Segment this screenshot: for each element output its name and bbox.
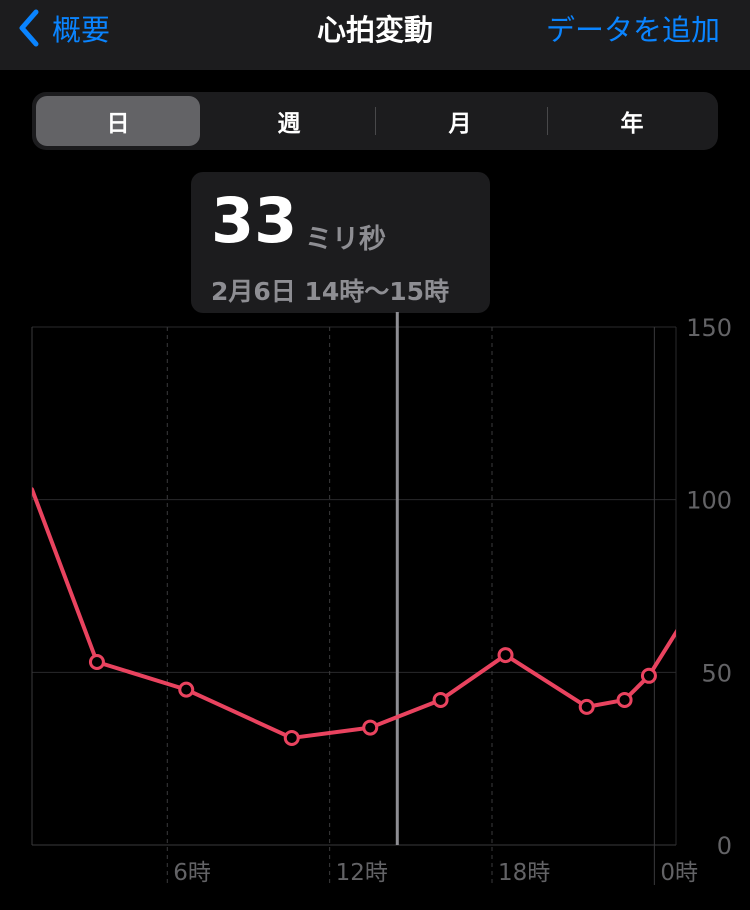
x-tick-label: 12時 xyxy=(336,860,388,886)
segment-divider xyxy=(375,107,376,135)
period-segmented-control: 日 週 月 年 xyxy=(32,92,718,150)
segment-day[interactable]: 日 xyxy=(36,96,200,146)
y-tick-label: 150 xyxy=(686,314,732,342)
segment-year[interactable]: 年 xyxy=(620,111,644,137)
navigation-bar: 概要 心拍変動 データを追加 xyxy=(0,0,750,70)
y-tick-label: 50 xyxy=(701,659,732,687)
x-tick-label: 18時 xyxy=(498,860,550,886)
hrv-line-chart[interactable]: 150 100 50 0 6時 12時 18時 0時 xyxy=(0,310,750,890)
data-point xyxy=(178,681,195,698)
data-point xyxy=(283,729,300,746)
y-tick-label: 0 xyxy=(717,832,732,860)
data-point xyxy=(432,691,449,708)
data-point xyxy=(616,691,633,708)
data-point xyxy=(640,667,657,684)
tooltip-unit: ミリ秒 xyxy=(305,224,386,255)
selection-tooltip: 33 ミリ秒 2月6日 14時〜15時 xyxy=(191,172,490,313)
y-tick-label: 100 xyxy=(686,487,732,515)
back-button[interactable]: 概要 xyxy=(14,6,110,50)
back-label: 概要 xyxy=(52,13,111,47)
data-point xyxy=(88,653,105,670)
segment-month[interactable]: 月 xyxy=(448,111,472,137)
data-point xyxy=(362,719,379,736)
data-point xyxy=(497,647,514,664)
segment-week[interactable]: 週 xyxy=(277,111,301,137)
x-tick-label: 0時 xyxy=(660,860,698,886)
segment-divider xyxy=(547,107,548,135)
chevron-left-icon xyxy=(19,9,39,47)
data-point xyxy=(578,698,595,715)
hrv-series-line xyxy=(32,487,676,740)
tooltip-value: 33 xyxy=(211,184,298,257)
x-tick-label: 6時 xyxy=(173,860,211,886)
add-data-button[interactable]: データを追加 xyxy=(545,13,720,47)
tooltip-time: 2月6日 14時〜15時 xyxy=(211,277,450,306)
